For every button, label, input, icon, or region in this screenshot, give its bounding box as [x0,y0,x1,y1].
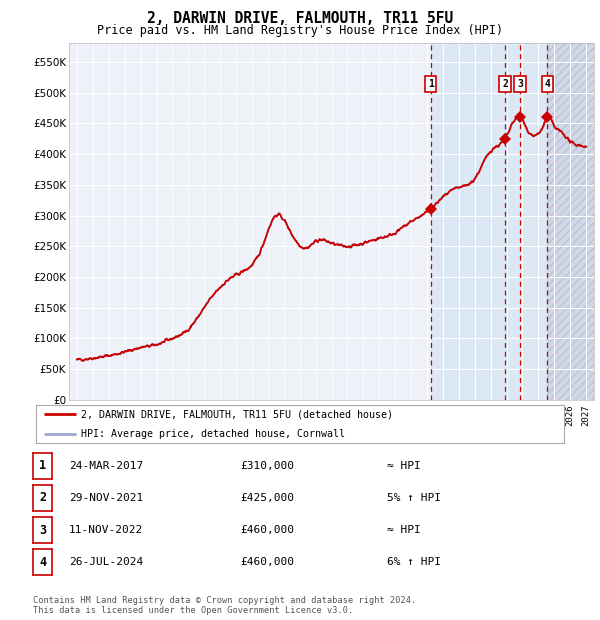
Text: £425,000: £425,000 [240,493,294,503]
Text: 2: 2 [502,79,508,89]
Text: 11-NOV-2022: 11-NOV-2022 [69,525,143,535]
Text: 2: 2 [39,492,46,504]
Text: ≈ HPI: ≈ HPI [387,525,421,535]
Text: 3: 3 [39,524,46,536]
Text: 4: 4 [39,556,46,569]
Text: ≈ HPI: ≈ HPI [387,461,421,471]
Text: 1: 1 [39,459,46,472]
Text: 2, DARWIN DRIVE, FALMOUTH, TR11 5FU: 2, DARWIN DRIVE, FALMOUTH, TR11 5FU [147,11,453,26]
Text: Price paid vs. HM Land Registry's House Price Index (HPI): Price paid vs. HM Land Registry's House … [97,24,503,37]
Text: £460,000: £460,000 [240,557,294,567]
Text: 29-NOV-2021: 29-NOV-2021 [69,493,143,503]
Text: 6% ↑ HPI: 6% ↑ HPI [387,557,441,567]
Text: 2, DARWIN DRIVE, FALMOUTH, TR11 5FU (detached house): 2, DARWIN DRIVE, FALMOUTH, TR11 5FU (det… [81,409,393,420]
Text: 1: 1 [428,79,434,89]
Text: HPI: Average price, detached house, Cornwall: HPI: Average price, detached house, Corn… [81,428,345,439]
Text: 24-MAR-2017: 24-MAR-2017 [69,461,143,471]
Polygon shape [547,43,594,400]
Text: 5% ↑ HPI: 5% ↑ HPI [387,493,441,503]
Text: £460,000: £460,000 [240,525,294,535]
Text: £310,000: £310,000 [240,461,294,471]
Text: 3: 3 [517,79,523,89]
Text: 26-JUL-2024: 26-JUL-2024 [69,557,143,567]
Bar [431,43,547,400]
Text: Contains HM Land Registry data © Crown copyright and database right 2024.
This d: Contains HM Land Registry data © Crown c… [33,596,416,615]
Text: 4: 4 [544,79,550,89]
